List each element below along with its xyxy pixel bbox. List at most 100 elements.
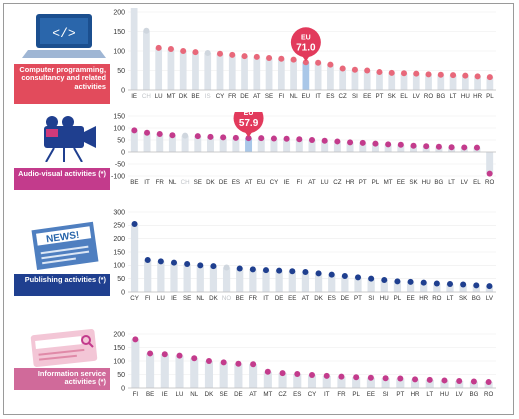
category-label: PT — [354, 295, 362, 302]
figure-frame — [3, 3, 514, 415]
bar — [236, 268, 244, 292]
data-point — [435, 143, 442, 150]
bar — [302, 62, 310, 90]
bar — [486, 152, 494, 174]
category-label: IT — [324, 391, 330, 398]
data-point — [309, 137, 315, 143]
data-point — [450, 72, 457, 79]
category-label: NL — [168, 179, 176, 186]
bar — [130, 224, 139, 292]
category-label: FR — [249, 295, 258, 302]
category-label: PL — [372, 179, 380, 186]
data-point — [473, 144, 480, 151]
category-label: LU — [157, 295, 165, 302]
bar — [155, 47, 163, 90]
data-point — [144, 257, 151, 263]
data-point — [290, 56, 297, 63]
data-point — [302, 59, 309, 66]
bar — [328, 274, 336, 292]
category-label: RO — [424, 93, 433, 100]
bar — [314, 273, 323, 292]
bar — [190, 358, 199, 388]
bar — [192, 52, 199, 90]
category-label: EE — [363, 93, 371, 100]
bar — [219, 137, 227, 152]
data-point — [223, 264, 230, 271]
category-label: EL — [400, 93, 408, 100]
category-label: FI — [279, 93, 285, 100]
data-point — [250, 361, 257, 368]
category-label: BE — [130, 179, 138, 186]
data-point — [327, 61, 334, 68]
bar — [232, 137, 240, 152]
bar — [469, 381, 478, 388]
y-tick-label: 100 — [113, 263, 125, 270]
bar — [449, 75, 457, 90]
category-label: SK — [409, 179, 418, 186]
y-tick-label: 150 — [113, 249, 125, 256]
data-point — [339, 65, 346, 72]
category-label: RO — [484, 391, 493, 398]
bar — [265, 58, 273, 90]
bar — [388, 72, 396, 90]
bar — [290, 59, 297, 90]
data-point — [355, 274, 361, 281]
y-tick-label: 100 — [113, 125, 125, 132]
category-label: PT — [396, 391, 404, 398]
data-point — [433, 280, 440, 287]
bar — [314, 62, 322, 90]
panel-title: Audio-visual activities (*) — [14, 168, 110, 190]
category-label: MT — [263, 391, 272, 398]
category-label: IE — [171, 295, 177, 302]
bar — [366, 377, 375, 388]
category-label: FR — [228, 93, 237, 100]
category-label: CY — [130, 295, 139, 302]
category-label: AT — [245, 179, 253, 186]
data-point — [241, 53, 248, 60]
category-label: CZ — [339, 93, 347, 100]
category-label: DE — [240, 93, 249, 100]
category-label: FR — [337, 391, 346, 398]
data-point — [381, 277, 388, 283]
eu-badge-label: EU — [244, 112, 254, 117]
data-point — [167, 46, 174, 53]
data-point — [289, 268, 296, 275]
category-label: LT — [450, 93, 457, 100]
category-label: EE — [406, 295, 414, 302]
bar — [131, 339, 140, 388]
category-label: CY — [308, 391, 317, 398]
data-point — [321, 137, 328, 144]
data-point — [441, 377, 448, 384]
data-point — [359, 139, 366, 146]
data-point — [382, 375, 389, 382]
chart-audiovisual: -100 -50 0 50 100 150 BE IT FR NL CH SE DK DE ES AT EU CY… — [111, 112, 496, 186]
y-tick-label: -50 — [115, 161, 125, 168]
category-label: ES — [326, 93, 334, 100]
category-label: LV — [456, 391, 464, 398]
category-label: NO — [222, 295, 231, 302]
data-point — [236, 265, 243, 272]
bar — [333, 141, 341, 152]
category-label: RO — [432, 295, 441, 302]
category-label: AT — [249, 391, 257, 398]
data-point — [249, 266, 256, 273]
y-tick-label: 0 — [121, 87, 125, 94]
bar — [410, 379, 420, 388]
bar — [288, 271, 296, 292]
data-point — [364, 67, 371, 74]
bar — [384, 144, 392, 152]
category-label: HU — [440, 391, 449, 398]
data-point — [207, 133, 214, 140]
bar — [412, 73, 420, 90]
data-point — [413, 70, 420, 77]
bar — [175, 355, 184, 388]
y-tick-label: 200 — [113, 331, 125, 338]
data-point — [376, 69, 383, 76]
web-browser-icon — [30, 329, 98, 367]
data-point — [147, 350, 154, 357]
data-point — [420, 279, 427, 286]
bar — [346, 142, 354, 152]
data-point — [385, 141, 392, 148]
data-point — [235, 360, 242, 367]
category-label: PL — [352, 391, 360, 398]
